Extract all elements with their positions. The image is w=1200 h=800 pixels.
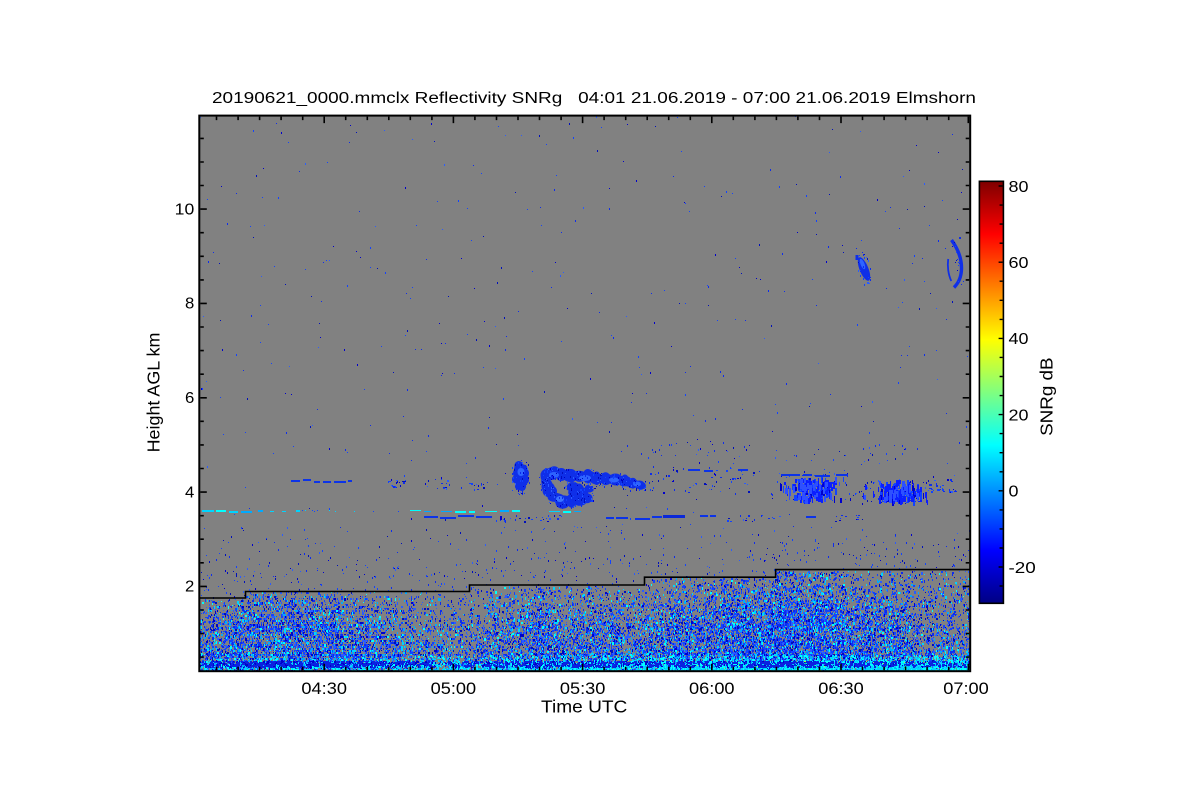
svg-text:06:30: 06:30	[818, 680, 864, 698]
svg-text:-20: -20	[1009, 560, 1036, 577]
svg-text:07:00: 07:00	[943, 680, 989, 698]
svg-text:60: 60	[1009, 255, 1029, 272]
svg-text:04:30: 04:30	[301, 680, 347, 698]
svg-text:Time UTC: Time UTC	[541, 697, 627, 717]
svg-text:0: 0	[1009, 484, 1019, 501]
svg-text:6: 6	[185, 390, 194, 407]
svg-text:20: 20	[1009, 407, 1029, 424]
svg-text:40: 40	[1009, 331, 1029, 348]
svg-text:SNRg dB: SNRg dB	[1037, 357, 1057, 436]
svg-text:05:30: 05:30	[560, 680, 606, 698]
svg-text:10: 10	[175, 201, 195, 218]
svg-text:4: 4	[185, 484, 194, 501]
svg-text:2: 2	[185, 579, 194, 596]
svg-text:06:00: 06:00	[689, 680, 735, 698]
svg-text:80: 80	[1009, 179, 1029, 196]
svg-text:05:00: 05:00	[431, 680, 477, 698]
svg-text:Height AGL km: Height AGL km	[144, 333, 164, 453]
svg-text:20190621_0000.mmclx Reflectivi: 20190621_0000.mmclx Reflectivity SNRg 04…	[212, 90, 976, 107]
svg-text:8: 8	[185, 296, 194, 313]
